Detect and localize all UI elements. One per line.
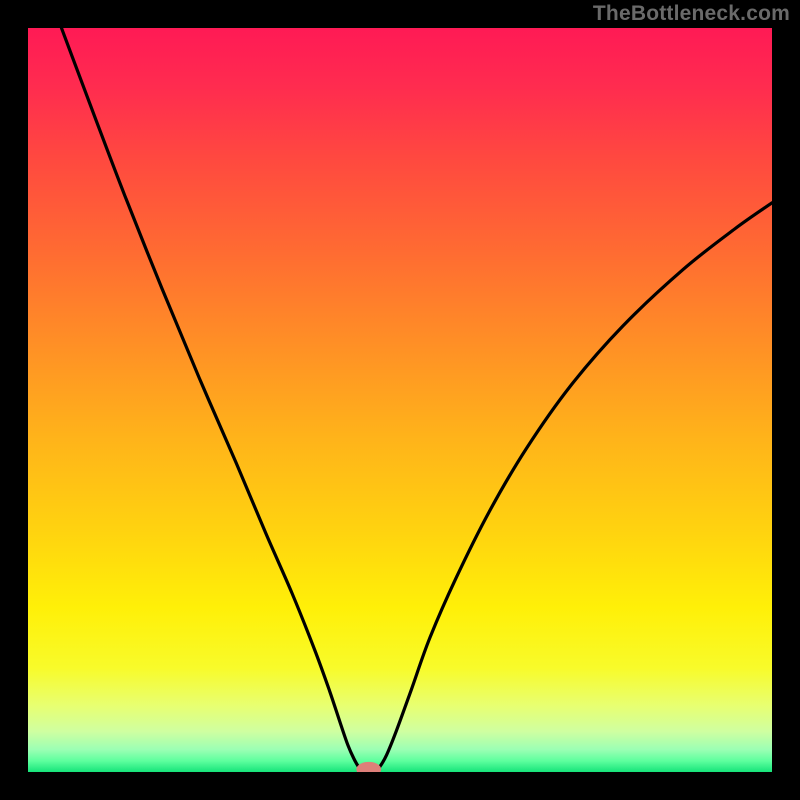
gradient-background	[28, 28, 772, 772]
watermark-text: TheBottleneck.com	[593, 2, 790, 26]
bottleneck-chart	[0, 0, 800, 800]
chart-container: TheBottleneck.com	[0, 0, 800, 800]
